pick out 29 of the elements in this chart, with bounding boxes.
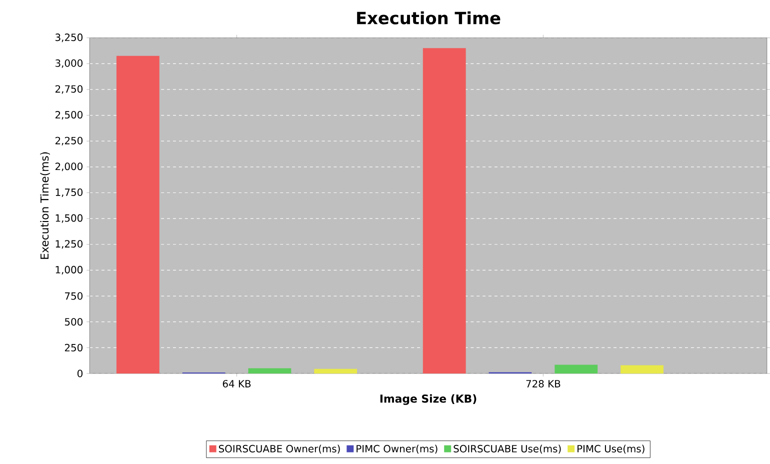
y-tick-label: 2,250 — [55, 136, 82, 146]
bar — [116, 56, 160, 374]
x-tick-label: 728 KB — [526, 380, 560, 388]
y-tick-label: 3,000 — [56, 59, 82, 68]
y-tick-label: 0 — [77, 370, 83, 378]
legend-label: SOIRSCUABE Use(ms) — [454, 444, 561, 454]
y-tick-label: 1,500 — [56, 214, 82, 223]
y-tick-label: 750 — [65, 292, 82, 300]
bar — [620, 365, 664, 374]
bar — [554, 364, 598, 374]
y-tick-label: 250 — [64, 344, 82, 352]
y-tick-label: 2,500 — [55, 110, 82, 120]
legend-label: PIMC Use(ms) — [578, 444, 644, 454]
bar — [314, 368, 358, 374]
y-tick-label: 2,000 — [55, 162, 82, 172]
y-tick-label: 1,250 — [56, 240, 82, 249]
legend-label: PIMC Owner(ms) — [356, 444, 438, 454]
y-axis-title: Execution Time(ms) — [40, 152, 50, 259]
y-tick-label: 2,750 — [55, 85, 82, 94]
y-tick-label: 3,250 — [56, 34, 82, 42]
y-tick-label: 1,750 — [56, 188, 82, 197]
y-tick-label: 500 — [64, 318, 82, 326]
chart-title: Execution Time — [357, 11, 500, 24]
legend-label: SOIRSCUABE Owner(ms) — [218, 444, 340, 454]
bar — [248, 368, 292, 374]
y-tick-label: 1,000 — [56, 266, 82, 274]
x-tick-label: 64 KB — [222, 380, 251, 388]
bar — [422, 48, 466, 374]
x-axis-title: Image Size (KB) — [380, 394, 476, 405]
